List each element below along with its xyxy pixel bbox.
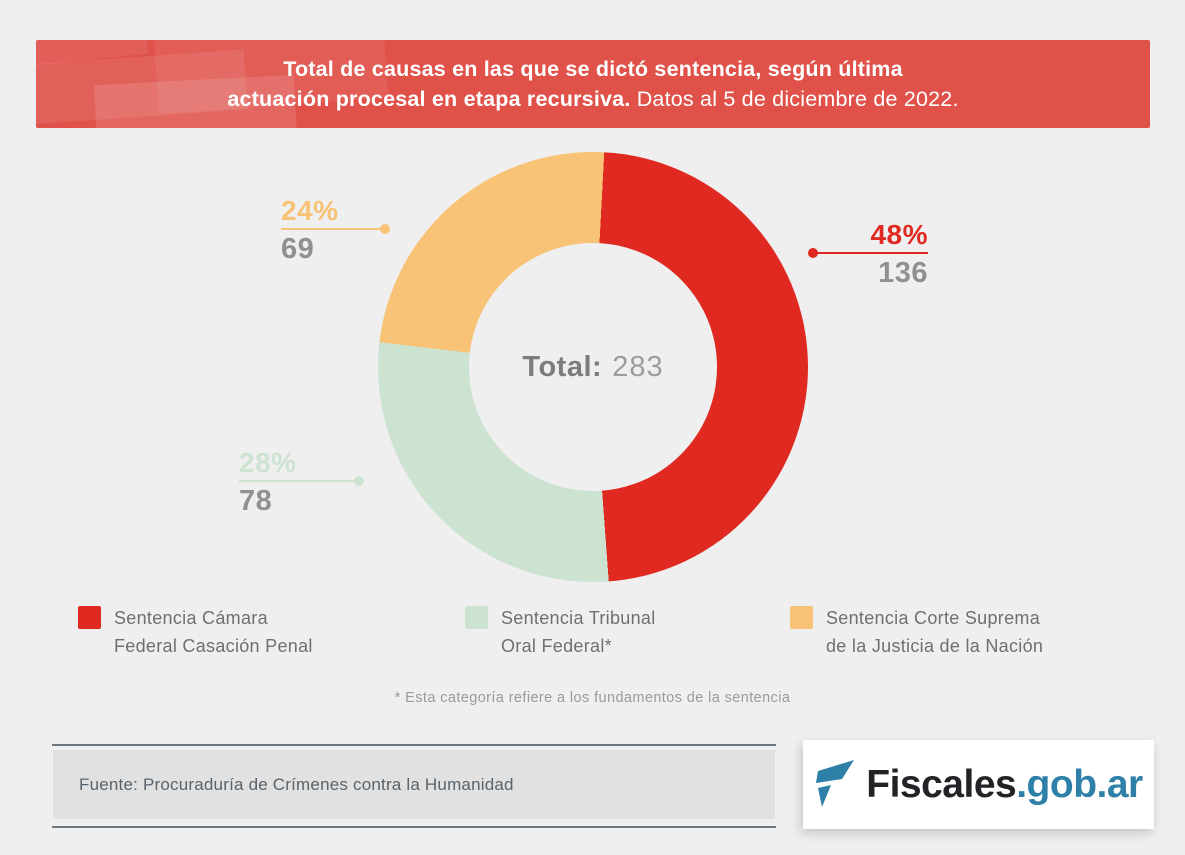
- legend-swatch-orange: [790, 606, 813, 629]
- callout-leader-line: [281, 224, 390, 234]
- total-label: Total:: [522, 350, 603, 383]
- legend-item-green: Sentencia Tribunal Oral Federal*: [465, 604, 656, 660]
- legend-label-line2: Federal Casación Penal: [114, 636, 313, 656]
- legend-label-line1: Sentencia Tribunal: [501, 608, 656, 628]
- legend-label-line1: Sentencia Corte Suprema: [826, 608, 1041, 628]
- legend-swatch-red: [78, 606, 101, 629]
- logo-wordmark: Fiscales.gob.ar: [866, 762, 1143, 807]
- source-box: Fuente: Procuraduría de Crímenes contra …: [53, 750, 775, 819]
- donut-chart: Total: 283: [378, 152, 808, 582]
- legend-item-orange: Sentencia Corte Suprema de la Justicia d…: [790, 604, 1043, 660]
- callout-value: 69: [281, 233, 315, 265]
- leader-dot: [380, 224, 390, 234]
- title-line-2: actuación procesal en etapa recursiva. D…: [227, 84, 958, 114]
- logo-suffix-text: .gob.ar: [1016, 762, 1143, 806]
- donut-hole: Total: 283: [469, 243, 717, 491]
- callout-value: 78: [239, 485, 273, 517]
- source-divider-top: [52, 744, 776, 746]
- leader-dot: [808, 248, 818, 258]
- title-line-1: Total de causas en las que se dictó sent…: [227, 54, 958, 84]
- legend-label-line2: de la Justicia de la Nación: [826, 636, 1044, 656]
- legend-label: Sentencia Tribunal Oral Federal*: [501, 604, 656, 660]
- fiscales-logo: Fiscales.gob.ar: [803, 740, 1154, 829]
- callout-orange-slice: 24% 69: [281, 195, 390, 265]
- callout-green-slice: 28% 78: [239, 447, 364, 517]
- fiscales-flag-icon: [816, 759, 855, 807]
- header-banner: Total de causas en las que se dictó sent…: [36, 40, 1150, 128]
- callout-leader-line: [808, 248, 928, 258]
- footnote: * Esta categoría refiere a los fundament…: [394, 690, 791, 706]
- callout-leader-line: [239, 476, 364, 486]
- logo-brand-text: Fiscales: [866, 762, 1017, 806]
- source-text: Fuente: Procuraduría de Crímenes contra …: [79, 774, 514, 794]
- total-value: 283: [612, 350, 664, 383]
- callout-red-slice: 48% 136: [808, 219, 928, 289]
- legend-label-line2: Oral Federal*: [501, 636, 612, 656]
- title-bold-2: actuación procesal en etapa recursiva.: [227, 87, 631, 111]
- callout-pct: 24%: [281, 195, 339, 226]
- page-title: Total de causas en las que se dictó sent…: [227, 54, 958, 114]
- legend-item-red: Sentencia Cámara Federal Casación Penal: [78, 604, 313, 660]
- callout-pct: 48%: [870, 219, 928, 250]
- legend-swatch-green: [465, 606, 488, 629]
- legend-label: Sentencia Corte Suprema de la Justicia d…: [826, 604, 1043, 660]
- title-subtitle: Datos al 5 de diciembre de 2022.: [636, 87, 959, 111]
- callout-pct: 28%: [239, 447, 297, 478]
- title-bold-1: Total de causas en las que se dictó sent…: [283, 57, 903, 81]
- leader-dot: [354, 476, 364, 486]
- source-divider-bottom: [52, 826, 776, 828]
- legend-label: Sentencia Cámara Federal Casación Penal: [114, 604, 313, 660]
- callout-value: 136: [878, 257, 928, 289]
- legend-label-line1: Sentencia Cámara: [114, 608, 268, 628]
